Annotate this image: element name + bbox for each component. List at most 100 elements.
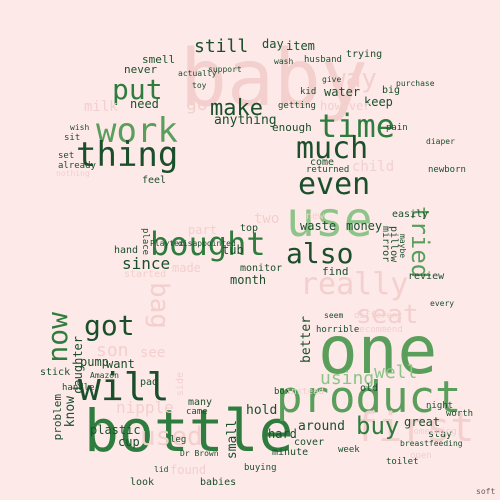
word-night: night	[426, 401, 454, 411]
word-make: make	[210, 96, 263, 121]
word-trying: trying	[346, 49, 383, 60]
word-pump: pump	[80, 355, 109, 369]
word-purchase: purchase	[396, 79, 435, 88]
word-product: product	[276, 372, 462, 423]
word-plastic: plastic	[90, 423, 141, 437]
word-set: set	[58, 151, 75, 161]
word-side: side	[175, 372, 186, 397]
word-even: even	[298, 167, 371, 202]
word-place: place	[140, 228, 150, 256]
word-box: box	[274, 387, 291, 397]
word-stay: stay	[428, 429, 453, 440]
word-month: month	[230, 273, 267, 287]
word-new: new	[306, 211, 325, 222]
word-item: item	[286, 39, 315, 53]
word-open: open	[410, 451, 432, 461]
word-really: really	[300, 267, 409, 302]
word-tub: tub	[222, 243, 244, 257]
word-money: money	[346, 219, 383, 233]
word-work: work	[96, 111, 178, 151]
word-maybe: maybe	[398, 234, 407, 259]
word-leg: leg	[170, 435, 187, 445]
word-support: support	[208, 65, 242, 74]
word-week: week	[338, 445, 360, 455]
word-minute: minute	[272, 447, 309, 458]
word-anything: anything	[214, 113, 277, 128]
word-want: want	[106, 357, 135, 371]
word-pillow: pillow	[388, 226, 399, 263]
word-monitor: monitor	[240, 263, 283, 274]
word-day: day	[262, 37, 284, 51]
word-made: made	[172, 261, 201, 275]
word-around: around	[298, 419, 345, 434]
word-diaper: diaper	[426, 137, 455, 146]
word-seat: seat	[356, 300, 419, 330]
word-actually: actually	[178, 69, 217, 78]
word-top: top	[240, 223, 259, 234]
word-month-old: old	[360, 383, 379, 394]
word-one: one	[318, 312, 438, 389]
word-enough: enough	[272, 121, 312, 134]
word-son: son	[96, 340, 129, 361]
word-find: find	[322, 265, 349, 278]
word-hard: hard	[268, 427, 297, 441]
word-something: something	[408, 427, 457, 437]
word-feel: feel	[142, 175, 167, 186]
word-way: way	[330, 64, 377, 94]
word-pain: pain	[386, 123, 408, 133]
word-part: part	[188, 223, 217, 237]
word-never: never	[124, 63, 158, 76]
word-now: now	[41, 312, 74, 363]
word-toy: toy	[192, 81, 207, 90]
word-getting: getting	[278, 101, 316, 111]
word-give: give	[322, 75, 342, 84]
word-since: since	[122, 254, 171, 273]
word-come: come	[310, 157, 335, 168]
word-water: water	[324, 85, 361, 99]
word-also: also	[286, 237, 354, 270]
word-go: go	[186, 94, 208, 115]
word-two: two	[254, 211, 280, 227]
word-seem: seem	[324, 311, 344, 320]
word-waste: waste	[300, 219, 337, 233]
word-already: already	[58, 161, 96, 171]
word-still: still	[194, 36, 249, 57]
word-use: use	[286, 192, 373, 248]
word-cup: cup	[118, 435, 140, 449]
word-wish: wish	[70, 123, 90, 132]
word-came: came	[186, 407, 208, 417]
word-milk: milk	[84, 99, 118, 115]
word-returned: returned	[306, 165, 350, 175]
word-handle: handle	[62, 383, 95, 393]
word-nothing: nothing	[56, 169, 90, 178]
word-will: will	[78, 365, 170, 409]
word-tried: tried	[406, 206, 434, 279]
word-found: found	[170, 463, 207, 477]
word-better: better	[299, 316, 314, 363]
word-hand: hand	[114, 245, 139, 256]
word-lid: lid	[154, 465, 169, 474]
word-different: different	[354, 311, 403, 321]
word-great: great	[404, 415, 441, 429]
word-recommend: recommend	[354, 325, 403, 335]
word-thing: thing	[76, 135, 179, 175]
word-horrible: horrible	[316, 325, 360, 335]
word-much: much	[296, 131, 369, 166]
word-instead: instead	[286, 387, 324, 397]
word-know: know	[63, 396, 78, 428]
word-look: look	[130, 477, 155, 488]
word-small: small	[225, 420, 240, 460]
word-dr-brown: Dr Brown	[180, 449, 219, 458]
word-breastfeeding: breastfeeding	[400, 439, 463, 448]
word-got: got	[84, 309, 135, 342]
word-review: review	[408, 271, 445, 282]
word-playtex: Playtex	[150, 239, 184, 248]
word-baby: baby	[180, 34, 368, 124]
word-started: started	[124, 269, 167, 280]
word-pad: pad	[140, 377, 159, 388]
word-babies: babies	[200, 477, 237, 488]
word-need: need	[130, 97, 159, 111]
word-used: used	[140, 422, 203, 452]
word-smell: smell	[142, 53, 176, 66]
